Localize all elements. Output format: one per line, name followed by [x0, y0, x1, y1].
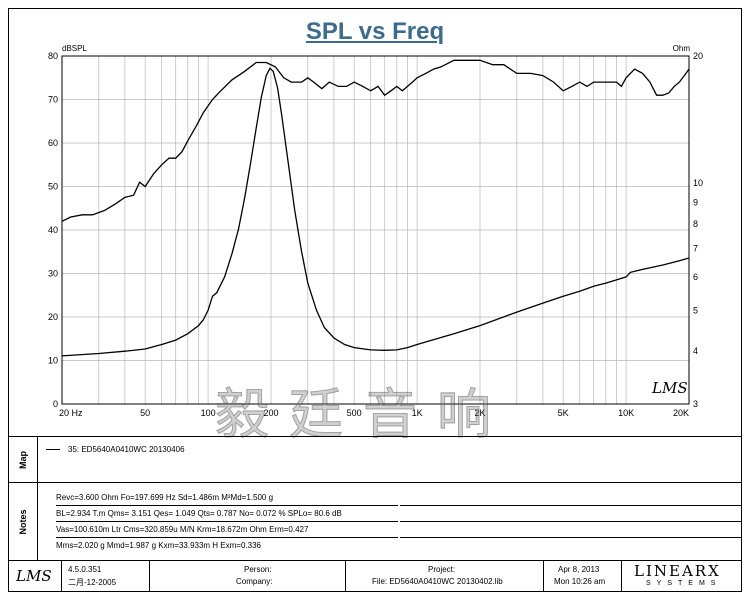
notes-line-4: Mms=2.020 g Mmd=1.987 g Kxm=33.933m H Ex…: [56, 541, 261, 550]
impedance-series-line: [61, 67, 690, 357]
left-tick-label: 80: [48, 51, 58, 61]
x-tick-label: 1K: [412, 408, 423, 418]
chart-title: SPL vs Freq: [305, 18, 445, 45]
footer-time: Mon 10:26 am: [554, 577, 606, 586]
left-axis-unit: dBSPL: [62, 44, 87, 53]
file-label: File: ED5640A0410WC 20130402.lib: [372, 577, 503, 586]
person-label: Person:: [244, 565, 272, 574]
x-tick-label: 100: [201, 408, 216, 418]
x-tick-label: 20K: [673, 408, 689, 418]
version-number: 4.5.0.351: [68, 565, 102, 574]
right-tick-label: 6: [693, 272, 698, 282]
right-tick-label: 4: [693, 346, 698, 356]
spl-chart: 20 Hz 50 100 200 500 1K 2K 5K 10K 20K 0 10 20 30 40 50 6…: [48, 44, 703, 418]
chart-ticks: 20 Hz 50 100 200 500 1K 2K 5K 10K 20K 0 10 20 30 40 50 6…: [48, 51, 703, 418]
right-tick-label: 7: [693, 244, 698, 254]
brand-name: LINEARX: [634, 562, 721, 580]
map-line-swatch: [46, 449, 60, 450]
map-entry[interactable]: 35: ED5640A0410WC 20130406: [46, 445, 185, 454]
left-tick-label: 70: [48, 95, 58, 105]
notes-rule: [400, 537, 742, 538]
notes-side-label: Notes: [8, 483, 38, 560]
notes-rule: [400, 521, 742, 522]
notes-rule: [56, 521, 398, 522]
right-tick-label: 20: [693, 51, 703, 61]
company-label: Company:: [236, 577, 273, 586]
left-tick-label: 0: [53, 399, 58, 409]
right-axis-unit: Ohm: [673, 44, 691, 53]
x-tick-label: 5K: [558, 408, 569, 418]
chart-grid: [61, 55, 690, 405]
map-entry-label: 35: ED5640A0410WC 20130406: [68, 445, 185, 454]
right-tick-label: 10: [693, 178, 703, 188]
watermark: 毅廷音响: [215, 383, 511, 447]
right-tick-label: 9: [693, 197, 698, 207]
chart-lms-logo: LMS: [651, 379, 688, 397]
map-section: Map 35: ED5640A0410WC 20130406: [8, 436, 742, 482]
footer-project-cell: Project: File: ED5640A0410WC 20130402.li…: [346, 561, 544, 592]
notes-line-3: Vas=100.610m Ltr Cms=320.859u M/N Krm=18…: [56, 525, 309, 534]
left-tick-label: 20: [48, 312, 58, 322]
left-tick-label: 50: [48, 182, 58, 192]
notes-line-2: BL=2.934 T.m Qms= 3.151 Qes= 1.049 Qts= …: [56, 509, 342, 518]
right-tick-label: 5: [693, 305, 698, 315]
page-frame: [8, 8, 742, 592]
footer-brand-cell: LINEARX SYSTEMS: [622, 561, 742, 592]
left-tick-label: 60: [48, 138, 58, 148]
notes-rule: [400, 505, 742, 506]
map-side-label: Map: [8, 437, 38, 482]
notes-rule: [56, 505, 398, 506]
footer-lms-logo: LMS: [16, 567, 52, 585]
project-label: Project:: [428, 565, 456, 574]
footer-date-cell: Apr 8, 2013 Mon 10:26 am: [544, 561, 622, 592]
footer-logo-cell: LMS: [8, 561, 62, 592]
left-tick-label: 10: [48, 356, 58, 366]
left-tick-label: 30: [48, 269, 58, 279]
x-tick-label: 50: [140, 408, 150, 418]
x-tick-label: 200: [263, 408, 278, 418]
plot-border: [61, 55, 690, 405]
chart-series: [61, 59, 690, 357]
x-tick-label: 500: [347, 408, 362, 418]
left-tick-label: 40: [48, 225, 58, 235]
x-tick-label: 10K: [618, 408, 634, 418]
footer: LMS 4.5.0.351 二月-12-2005 Person: Company…: [8, 560, 742, 592]
notes-section: Notes Revc=3.600 Ohm Fo=197.699 Hz Sd=1.…: [8, 482, 742, 560]
notes-rule: [56, 537, 398, 538]
footer-version-cell: 4.5.0.351 二月-12-2005: [62, 561, 150, 592]
footer-date: Apr 8, 2013: [558, 565, 600, 574]
right-tick-label: 3: [693, 399, 698, 409]
footer-person-cell: Person: Company:: [150, 561, 346, 592]
x-tick-label: 20 Hz: [59, 408, 83, 418]
notes-line-1: Revc=3.600 Ohm Fo=197.699 Hz Sd=1.486m M…: [56, 493, 274, 502]
brand-sub: SYSTEMS: [646, 580, 722, 587]
spl-series-line: [61, 59, 690, 222]
version-date: 二月-12-2005: [68, 578, 117, 587]
right-tick-label: 8: [693, 219, 698, 229]
x-tick-label: 2K: [474, 408, 485, 418]
